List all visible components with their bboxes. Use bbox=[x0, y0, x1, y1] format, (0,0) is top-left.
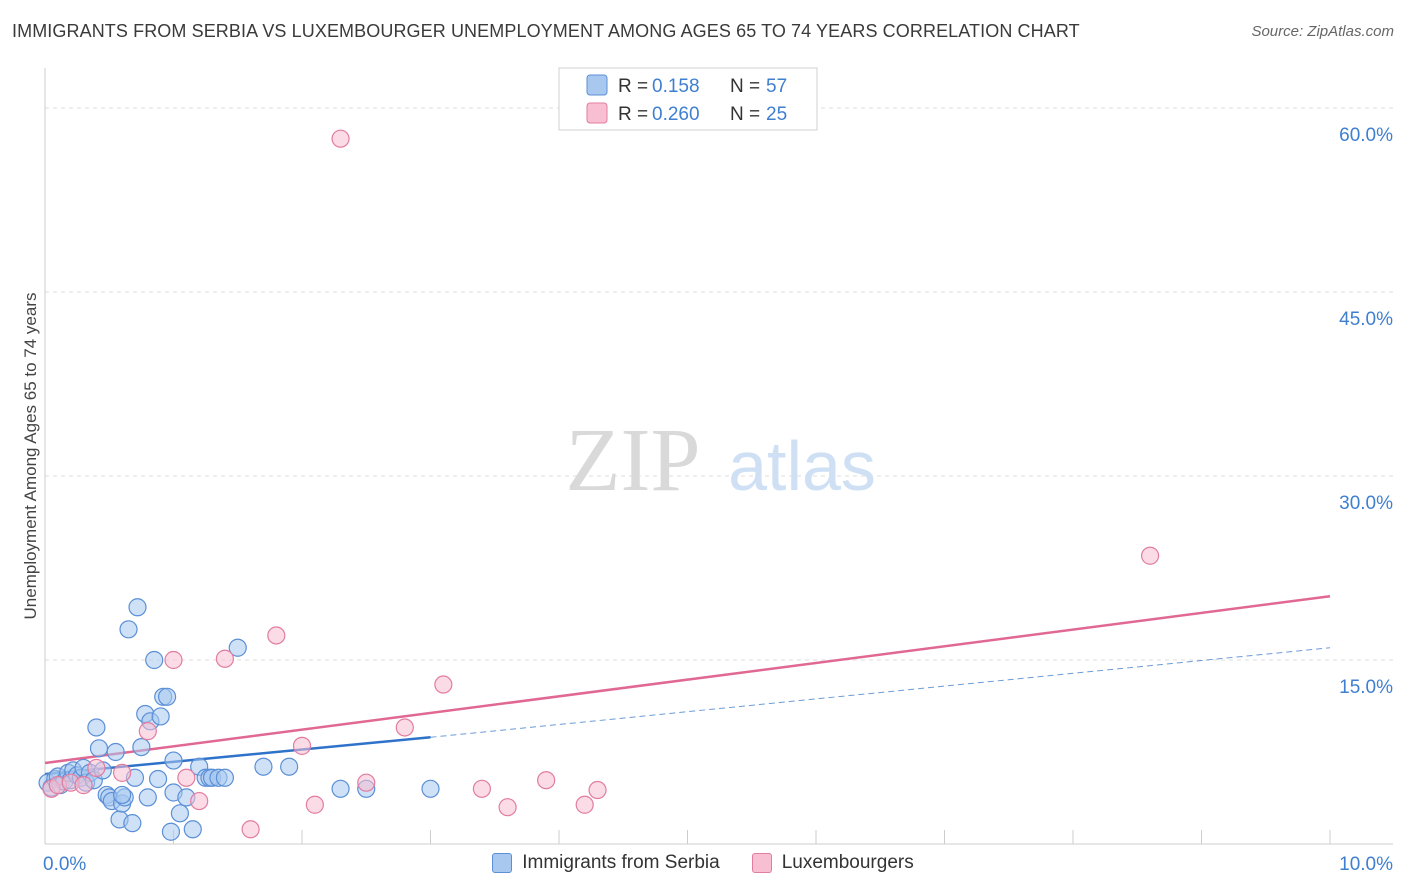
stats-legend-n-label-serbia: N = bbox=[730, 76, 760, 97]
point-lux-15 bbox=[331, 129, 350, 148]
tick-labels: 15.0% 30.0% 45.0% 60.0% 0.0% 10.0% bbox=[43, 125, 1393, 875]
legend-item-serbia: Immigrants from Serbia bbox=[492, 852, 720, 874]
chart-title: IMMIGRANTS FROM SERBIA VS LUXEMBOURGER U… bbox=[12, 21, 1080, 41]
point-serbia-26 bbox=[123, 814, 142, 833]
data-points bbox=[38, 129, 1160, 841]
y-tick-label-2: 45.0% bbox=[1339, 309, 1393, 330]
point-lux-10 bbox=[215, 649, 234, 668]
point-serbia-31 bbox=[138, 788, 157, 807]
point-serbia-34 bbox=[148, 769, 168, 789]
watermark-zip: ZIP bbox=[566, 411, 701, 510]
trend-line-lux bbox=[44, 594, 1331, 765]
y-tick-label-1: 30.0% bbox=[1339, 493, 1393, 514]
stats-legend-n-value-lux: 25 bbox=[766, 104, 787, 125]
point-lux-22 bbox=[575, 795, 594, 814]
legend-swatch-lux bbox=[751, 853, 772, 873]
x-tick-label-0: 0.0% bbox=[43, 854, 86, 875]
point-lux-9 bbox=[190, 791, 209, 811]
stats-legend-r-label-serbia: R = bbox=[618, 76, 648, 97]
point-serbia-38 bbox=[161, 822, 181, 841]
legend-item-lux: Luxembourgers bbox=[751, 852, 914, 874]
stats-legend-r-value-serbia: 0.158 bbox=[652, 76, 700, 97]
point-lux-17 bbox=[395, 718, 414, 737]
point-serbia-51 bbox=[280, 757, 299, 776]
point-lux-5 bbox=[112, 763, 132, 782]
point-serbia-29 bbox=[132, 737, 151, 757]
point-lux-23 bbox=[588, 780, 607, 800]
stats-legend-r-label-lux: R = bbox=[618, 104, 648, 125]
point-serbia-52 bbox=[331, 779, 350, 798]
watermark: ZIP atlas bbox=[566, 411, 876, 510]
y-tick-label-0: 15.0% bbox=[1339, 677, 1393, 698]
stats-legend-r-value-lux: 0.260 bbox=[652, 104, 700, 125]
point-lux-14 bbox=[305, 795, 324, 814]
point-lux-18 bbox=[434, 675, 453, 694]
point-lux-19 bbox=[472, 779, 491, 798]
legend-label-serbia: Immigrants from Serbia bbox=[522, 852, 720, 873]
point-lux-11 bbox=[241, 820, 260, 839]
point-serbia-21 bbox=[106, 742, 125, 762]
point-serbia-15 bbox=[87, 718, 106, 737]
point-serbia-54 bbox=[421, 779, 440, 798]
point-serbia-40 bbox=[170, 804, 190, 823]
watermark-atlas: atlas bbox=[728, 427, 876, 505]
legend-swatch-serbia bbox=[492, 853, 513, 873]
point-serbia-50 bbox=[254, 757, 273, 776]
point-serbia-25 bbox=[119, 620, 138, 639]
point-lux-8 bbox=[177, 768, 196, 787]
point-lux-24 bbox=[1140, 546, 1160, 565]
bottom-legend: Immigrants from Serbia Luxembourgers bbox=[0, 852, 1406, 874]
x-tick-label-1: 10.0% bbox=[1339, 854, 1393, 875]
stats-legend-swatch-lux bbox=[586, 102, 608, 124]
grid-lines bbox=[45, 107, 1393, 661]
point-lux-4 bbox=[87, 758, 106, 778]
point-serbia-49 bbox=[228, 638, 247, 657]
point-lux-16 bbox=[357, 773, 376, 792]
point-serbia-55 bbox=[112, 785, 132, 805]
trend-lines bbox=[44, 594, 1331, 776]
point-serbia-42 bbox=[183, 820, 202, 839]
point-serbia-33 bbox=[145, 650, 164, 670]
point-serbia-35 bbox=[151, 707, 170, 726]
point-serbia-16 bbox=[89, 739, 109, 758]
point-serbia-28 bbox=[128, 598, 147, 617]
source-label: Source: ZipAtlas.com bbox=[1251, 23, 1394, 40]
axes bbox=[44, 68, 1393, 845]
stats-legend-n-label-lux: N = bbox=[730, 104, 760, 125]
point-lux-21 bbox=[537, 771, 556, 790]
y-tick-label-3: 60.0% bbox=[1339, 125, 1393, 146]
y-axis-label: Unemployment Among Ages 65 to 74 years bbox=[21, 293, 40, 620]
point-lux-7 bbox=[164, 650, 183, 670]
point-serbia-56 bbox=[164, 751, 183, 770]
point-lux-3 bbox=[74, 776, 93, 795]
stats-legend: R = 0.158 N = 57 R = 0.260 N = 25 bbox=[558, 67, 818, 131]
trend-line-serbia-extrapolated bbox=[430, 647, 1331, 738]
point-lux-6 bbox=[138, 722, 157, 741]
stats-legend-swatch-serbia bbox=[586, 74, 608, 96]
point-lux-12 bbox=[267, 626, 286, 645]
legend-label-lux: Luxembourgers bbox=[781, 852, 914, 873]
point-serbia-37 bbox=[157, 687, 177, 706]
point-serbia-48 bbox=[215, 768, 234, 787]
point-lux-13 bbox=[292, 736, 312, 755]
point-lux-20 bbox=[498, 798, 517, 817]
stats-legend-n-value-serbia: 57 bbox=[766, 76, 787, 97]
